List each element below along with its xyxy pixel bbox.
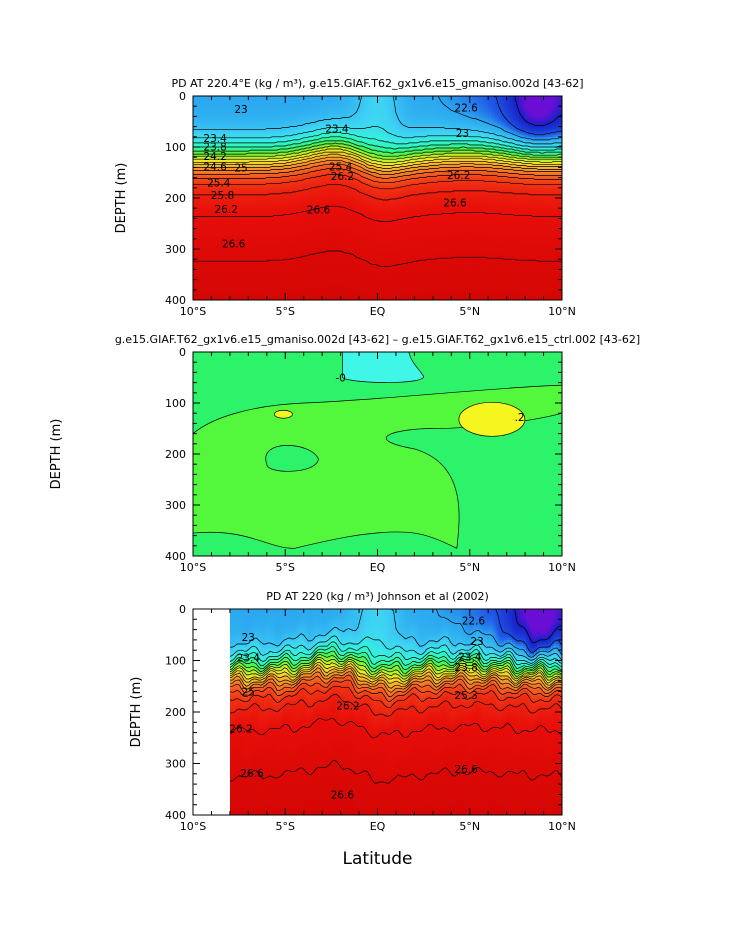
y-axis-label: DEPTH (m) [129, 677, 144, 748]
x-tick-label: 5°S [276, 305, 295, 318]
panel-2: -0 .2 [193, 352, 562, 556]
contour-label: 24.6 [203, 162, 227, 174]
contour-label: 26.2 [336, 700, 359, 712]
contour-label: 26.2 [215, 204, 238, 216]
x-tick-label: 5°S [276, 561, 295, 574]
contour-label: 26.6 [331, 790, 355, 802]
x-tick-label: EQ [370, 820, 386, 833]
contour-label: 26.2 [229, 724, 252, 736]
y-tick-label: 400 [165, 809, 186, 822]
y-tick-label: 0 [179, 90, 186, 103]
contour-label: 25.3 [454, 690, 477, 702]
y-axis-label: DEPTH (m) [49, 419, 64, 490]
contour-label: 22.6 [454, 102, 478, 114]
contour-label: 26.2 [331, 171, 354, 183]
contour-label: .2 [515, 412, 525, 424]
contour-label: 25 [234, 163, 247, 175]
x-tick-label: 10°N [548, 305, 576, 318]
diff-region [274, 410, 292, 418]
contour-label: 26.6 [222, 239, 246, 251]
contour-label: 25 [242, 687, 255, 699]
contour-label: 26.6 [307, 204, 331, 216]
y-tick-label: 100 [165, 655, 186, 668]
y-tick-label: 100 [165, 397, 186, 410]
contour-label: 22.6 [462, 616, 486, 628]
contour-label: 23.4 [325, 124, 349, 136]
y-tick-label: 200 [165, 448, 186, 461]
panel-title: g.e15.GIAF.T62_gx1v6.e15_gmaniso.002d [4… [115, 333, 640, 346]
contour-label: 25.8 [211, 190, 234, 202]
x-tick-label: 5°N [459, 305, 480, 318]
heatmap-fill [230, 609, 563, 816]
x-tick-label: 10°N [548, 820, 576, 833]
y-tick-label: 300 [165, 243, 186, 256]
x-tick-label: 10°N [548, 561, 576, 574]
contour-label: 26.6 [443, 198, 467, 210]
y-tick-label: 400 [165, 550, 186, 563]
contour-label: 23.4 [237, 653, 261, 665]
x-tick-label: 5°N [459, 820, 480, 833]
x-tick-label: 5°N [459, 561, 480, 574]
contour-label: 23.8 [454, 662, 477, 674]
contour-label: 23 [470, 636, 483, 648]
x-axis-label: Latitude [343, 849, 413, 869]
contour-label: 25.4 [207, 177, 231, 189]
contour-label: 23 [242, 632, 255, 644]
contour-label: 26.6 [240, 768, 264, 780]
y-tick-label: 400 [165, 294, 186, 307]
x-tick-label: EQ [370, 305, 386, 318]
y-tick-label: 200 [165, 706, 186, 719]
panel-title: PD AT 220.4°E (kg / m³), g.e15.GIAF.T62_… [172, 77, 584, 90]
y-tick-label: 300 [165, 499, 186, 512]
contour-label: 26.2 [447, 170, 470, 182]
panel-title: PD AT 220 (kg / m³) Johnson et al (2002) [266, 590, 489, 603]
contour-label: 23 [234, 104, 247, 116]
x-tick-label: EQ [370, 561, 386, 574]
contour-label: -0 [335, 373, 345, 385]
contour-label: 26.6 [454, 764, 478, 776]
y-tick-label: 200 [165, 192, 186, 205]
y-tick-label: 0 [179, 346, 186, 359]
y-tick-label: 300 [165, 758, 186, 771]
y-tick-label: 0 [179, 603, 186, 616]
x-tick-label: 5°S [276, 820, 295, 833]
y-axis-label: DEPTH (m) [114, 163, 129, 234]
panel-3: 2323.42526.226.626.626.622.62323.423.826… [193, 609, 563, 816]
y-tick-label: 100 [165, 141, 186, 154]
contour-label: 23 [456, 128, 469, 140]
